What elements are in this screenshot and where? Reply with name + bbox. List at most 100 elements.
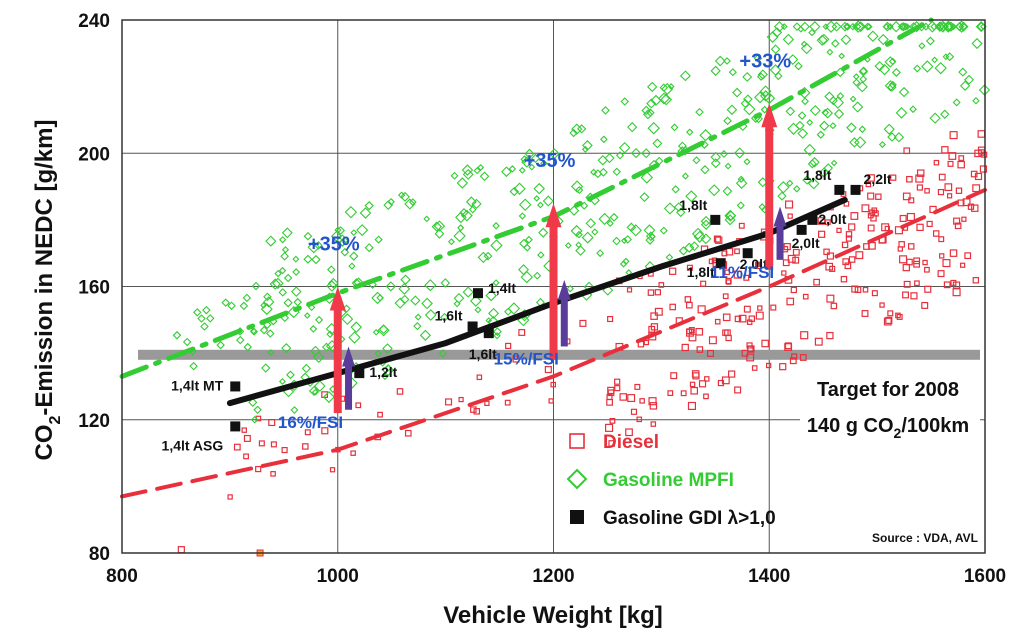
mpfi-point [533, 271, 542, 280]
mpfi-point [348, 262, 356, 270]
mpfi-point [838, 52, 845, 60]
mpfi-point [609, 212, 619, 222]
diesel-point [639, 398, 645, 404]
mpfi-point [350, 229, 358, 237]
fsi-label: 11%/FSI [710, 263, 774, 282]
mpfi-point [315, 315, 324, 325]
diesel-point [967, 203, 975, 210]
diesel-point [817, 217, 826, 225]
gdi-point [483, 328, 494, 339]
target-line1: Target for 2008 [817, 379, 959, 401]
target-box [800, 370, 980, 448]
mpfi-point [533, 182, 545, 195]
target-line2: 140 g CO2/100km [807, 415, 969, 441]
mpfi-point [710, 158, 721, 169]
diesel-point [692, 372, 700, 380]
fsi-label: 15%/FSI [494, 349, 559, 368]
mpfi-point [263, 296, 275, 308]
mpfi-point [859, 75, 868, 83]
mpfi-point [447, 238, 455, 246]
mpfi-point [629, 224, 642, 237]
mpfi-point [700, 219, 712, 230]
mpfi-point [700, 233, 712, 245]
mpfi-point [453, 292, 465, 304]
diesel-point [952, 288, 961, 297]
y-axis-title: CO2-Emission in NEDC [g/km] [31, 120, 64, 461]
mpfi-point [878, 140, 886, 149]
mpfi-point [341, 313, 354, 326]
diesel-point [830, 302, 838, 310]
mpfi-point [400, 294, 410, 305]
mpfi-point [936, 22, 945, 31]
diesel-point [770, 304, 777, 311]
mpfi-point [808, 177, 820, 190]
mpfi-point [398, 282, 411, 295]
diesel-point [270, 471, 276, 477]
mpfi-point [575, 185, 584, 195]
diesel-point [717, 379, 725, 387]
mpfi-point [620, 97, 630, 106]
diesel-point [650, 421, 657, 427]
mpfi-point [593, 169, 603, 179]
mpfi-point [309, 325, 318, 333]
mpfi-point [759, 90, 772, 102]
diesel-point [818, 230, 826, 238]
mpfi-point [620, 237, 628, 245]
mpfi-point [777, 191, 787, 201]
mpfi-point [501, 166, 512, 178]
diesel-point [377, 411, 383, 418]
mpfi-point [806, 119, 814, 126]
diesel-point [458, 396, 464, 403]
y-tick-label: 80 [89, 544, 110, 565]
legend: Diesel Gasoline MPFI Gasoline GDI λ>1,0 [566, 432, 776, 529]
diesel-point [814, 337, 823, 346]
mpfi-point [456, 177, 469, 189]
mpfi-point [670, 123, 679, 132]
mpfi-point [576, 124, 587, 134]
gdi-point-label: 1,2lt [369, 364, 397, 380]
diesel-point [862, 286, 869, 293]
mpfi-point [307, 240, 321, 254]
mpfi-point [303, 312, 311, 319]
diesel-point [955, 187, 963, 194]
mpfi-point [945, 52, 955, 62]
mpfi-point [645, 231, 656, 242]
y-tick-label: 160 [78, 278, 110, 299]
mpfi-point [461, 164, 474, 176]
mpfi-point [250, 415, 259, 424]
mpfi-point [272, 277, 284, 290]
diesel-point [725, 334, 732, 342]
mpfi-point [462, 286, 474, 298]
mpfi-point [673, 202, 684, 213]
diesel-point [924, 188, 930, 194]
mpfi-point [753, 53, 763, 63]
mpfi-point [518, 264, 530, 276]
diesel-point [842, 258, 850, 266]
mpfi-point [581, 231, 594, 244]
mpfi-point [182, 337, 192, 347]
increase-arrow-head [329, 286, 346, 311]
mpfi-point [263, 292, 272, 302]
mpfi-point [943, 21, 954, 32]
mpfi-point [267, 349, 275, 356]
diesel-point [648, 397, 657, 406]
diesel-point [903, 280, 911, 288]
mpfi-point [518, 166, 526, 174]
mpfi-point [663, 202, 677, 215]
gdi-point [850, 184, 861, 195]
mpfi-point [387, 197, 395, 206]
mpfi-point [797, 111, 807, 120]
mpfi-point [887, 82, 897, 92]
gdi-point-label: 1,8lt [687, 264, 715, 280]
mpfi-point [925, 36, 935, 46]
mpfi-point [640, 171, 654, 184]
mpfi-point [440, 278, 451, 288]
mpfi-point [799, 21, 810, 32]
diesel-point [907, 243, 915, 250]
mpfi-point [280, 251, 289, 261]
mpfi-point [693, 230, 706, 243]
mpfi-point [891, 67, 901, 77]
y-axis-title-sub: 2 [47, 415, 64, 424]
gdi-point-label: 1,4lt ASG [162, 437, 224, 453]
